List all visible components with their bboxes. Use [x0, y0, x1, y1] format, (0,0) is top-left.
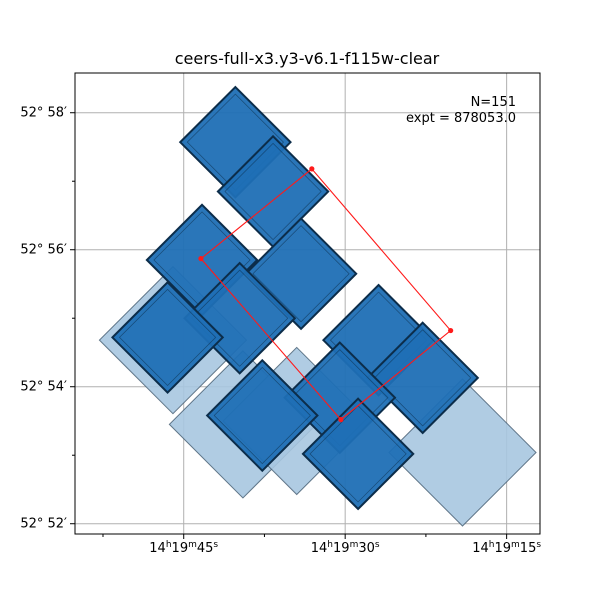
- dark-footprint-inner: [118, 288, 217, 386]
- count-annotation: N=151: [471, 95, 516, 110]
- plot-frame: [74, 72, 541, 535]
- dark-footprint-inner: [309, 405, 407, 503]
- dark-footprint-inner: [252, 225, 350, 323]
- y-tick-label: 52° 54′: [20, 380, 67, 395]
- dark-footprint-inner: [191, 269, 289, 367]
- outline-vertex: [448, 327, 454, 334]
- dark-footprint-inner: [213, 366, 311, 465]
- outline-vertex: [338, 417, 344, 423]
- dark-footprint: [111, 280, 225, 394]
- y-tick-label: 52° 56′: [20, 243, 67, 258]
- exposure-annotation: expt = 878053.0: [406, 111, 516, 126]
- y-tick-label: 52° 58′: [20, 106, 67, 121]
- dark-footprint-inner: [224, 142, 322, 241]
- chart-title: ceers-full-x3.y3-v6.1-f115w-clear: [175, 49, 440, 68]
- x-tick-label: 14h19m45s: [149, 540, 218, 556]
- dark-footprint: [301, 397, 415, 511]
- dark-footprint-inner: [374, 329, 472, 427]
- x-tick-label: 14h19m15s: [472, 540, 541, 556]
- dark-footprint: [205, 358, 319, 473]
- dark-footprint: [366, 321, 480, 435]
- red-outline: [198, 166, 454, 423]
- outline-vertex: [198, 256, 204, 262]
- y-tick-label: 52° 52′: [20, 517, 67, 532]
- outline-vertex: [309, 166, 315, 172]
- axis-ticks: 14h19m45s 14h19m30s 14h19m15s 52° 58′ 52° 56…: [20, 106, 541, 556]
- x-tick-label: 14h19m30s: [311, 540, 380, 556]
